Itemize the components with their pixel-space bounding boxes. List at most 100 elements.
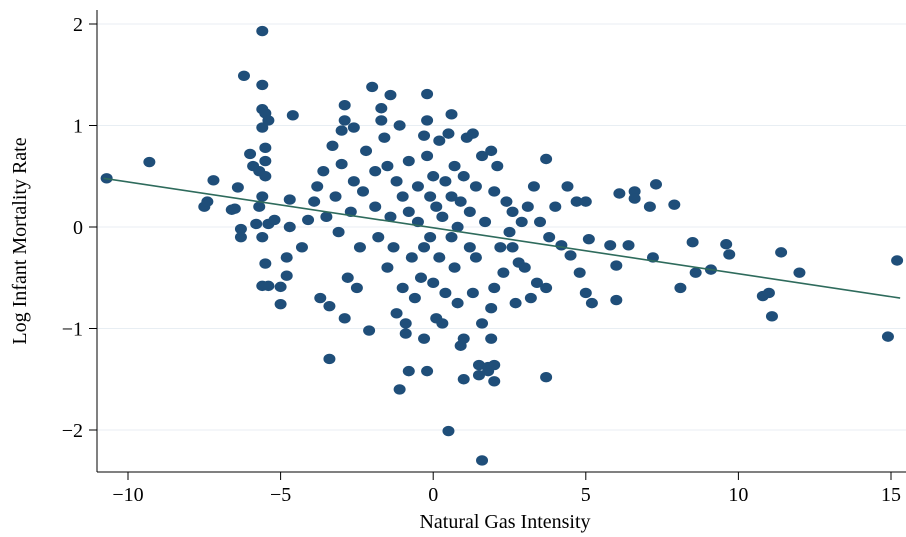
data-point <box>366 81 379 93</box>
data-point <box>686 237 699 248</box>
data-point <box>201 196 214 207</box>
data-point <box>357 186 370 197</box>
data-point <box>494 242 507 253</box>
data-point <box>280 252 293 263</box>
data-point <box>534 216 547 228</box>
data-point <box>585 297 598 309</box>
data-point <box>363 325 376 336</box>
data-point <box>381 262 394 273</box>
data-point <box>485 145 498 157</box>
data-point <box>418 130 431 141</box>
data-point <box>396 191 409 202</box>
points-layer <box>100 25 904 466</box>
data-point <box>250 218 263 230</box>
data-point <box>613 188 626 199</box>
data-point <box>543 231 556 243</box>
data-point <box>891 255 904 266</box>
data-point <box>375 115 388 126</box>
data-point <box>723 249 736 260</box>
data-point <box>259 142 272 154</box>
data-point <box>335 158 348 170</box>
data-point <box>457 333 470 344</box>
data-point <box>500 196 513 207</box>
data-point <box>421 88 434 100</box>
data-point <box>393 384 406 395</box>
y-tick-label: 2 <box>73 14 83 36</box>
data-point <box>436 318 449 329</box>
data-point <box>302 214 315 226</box>
data-point <box>720 239 733 250</box>
data-point <box>457 374 470 385</box>
data-point <box>530 277 543 289</box>
data-point <box>573 267 586 278</box>
data-point <box>628 186 641 197</box>
data-point <box>338 313 351 324</box>
data-point <box>451 221 464 233</box>
data-point <box>350 282 363 294</box>
data-point <box>283 221 296 233</box>
data-point <box>793 267 806 278</box>
data-point <box>317 165 330 177</box>
data-point <box>283 194 296 205</box>
data-point <box>540 282 553 294</box>
data-point <box>326 140 339 151</box>
data-point <box>384 211 397 223</box>
data-point <box>479 216 492 228</box>
data-point <box>503 226 516 238</box>
data-point <box>341 272 354 283</box>
data-point <box>476 318 489 329</box>
x-axis-title: Natural Gas Intensity <box>419 511 590 533</box>
data-point <box>259 155 272 167</box>
data-point <box>561 181 574 192</box>
data-point <box>506 242 519 253</box>
data-point <box>314 292 327 304</box>
data-point <box>549 201 562 212</box>
data-point <box>347 122 360 133</box>
data-point <box>329 191 342 202</box>
data-point <box>521 201 534 212</box>
data-point <box>524 292 537 304</box>
data-point <box>472 369 485 381</box>
data-point <box>369 165 382 177</box>
data-point <box>506 206 519 217</box>
data-point <box>442 425 455 437</box>
data-point <box>476 150 489 162</box>
x-ticks: −10 −5 0 5 10 15 <box>112 472 901 506</box>
data-point <box>402 155 415 167</box>
y-ticks: −2 −1 0 1 2 <box>62 14 97 442</box>
data-point <box>381 160 394 172</box>
data-point <box>451 297 464 309</box>
data-point <box>765 311 778 322</box>
data-point <box>323 353 336 365</box>
data-point <box>518 262 531 273</box>
data-point <box>372 231 385 243</box>
x-tick-label: 0 <box>428 484 438 506</box>
data-point <box>488 359 501 371</box>
data-point <box>433 252 446 263</box>
data-point <box>268 214 281 226</box>
data-point <box>488 186 501 197</box>
data-point <box>393 120 406 131</box>
data-point <box>457 171 470 182</box>
data-point <box>466 128 479 139</box>
data-point <box>375 103 388 114</box>
data-point <box>540 372 553 383</box>
data-point <box>408 292 421 304</box>
data-point <box>472 359 485 371</box>
data-point <box>262 115 275 126</box>
data-point <box>775 247 788 258</box>
data-point <box>485 303 498 314</box>
data-point <box>228 203 241 214</box>
data-point <box>237 70 250 81</box>
data-point <box>399 318 412 329</box>
data-point <box>421 115 434 126</box>
data-point <box>527 181 540 192</box>
data-point <box>402 365 415 377</box>
data-point <box>442 128 455 139</box>
data-point <box>234 231 247 243</box>
grid-lines <box>97 23 906 431</box>
data-point <box>390 308 403 319</box>
data-point <box>347 176 360 187</box>
data-point <box>564 250 577 261</box>
